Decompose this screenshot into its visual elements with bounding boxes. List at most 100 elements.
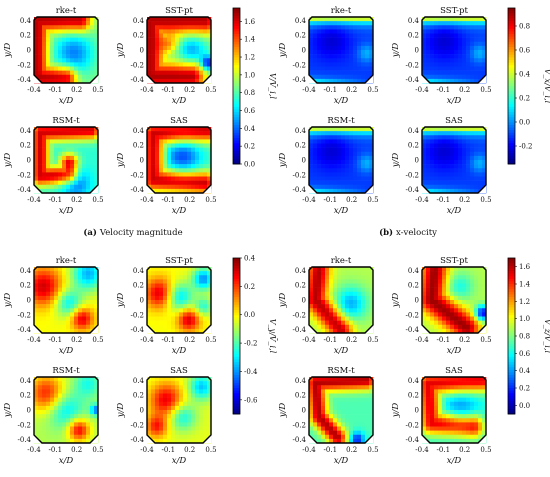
heat-cell	[357, 155, 362, 161]
heat-cell	[325, 291, 330, 297]
heat-cell	[329, 267, 334, 272]
heat-cell	[90, 127, 95, 132]
heat-cell	[203, 287, 208, 293]
heat-cell	[333, 389, 338, 394]
heat-cell	[345, 168, 350, 173]
heat-cell	[78, 172, 83, 177]
heat-cell	[167, 155, 172, 161]
heat-cell	[329, 316, 334, 321]
heat-cell	[454, 324, 459, 330]
heat-cell	[458, 267, 463, 272]
heat-cell	[430, 267, 435, 272]
heat-cell	[155, 308, 160, 313]
heat-cell	[78, 176, 83, 181]
heat-cell	[42, 180, 47, 186]
y-tick-label: -0.4	[131, 436, 145, 444]
heat-cell	[54, 418, 59, 423]
heat-cell	[159, 287, 164, 293]
heat-cell	[458, 188, 463, 194]
heat-cell	[147, 385, 152, 390]
heat-cell	[82, 58, 87, 63]
heat-cell	[482, 25, 487, 30]
heat-cell	[167, 430, 172, 436]
heat-cell	[458, 312, 463, 317]
heat-cell	[458, 316, 463, 321]
heat-cell	[70, 312, 75, 317]
heat-cell	[191, 160, 196, 165]
heat-cell	[365, 316, 370, 321]
heat-cell	[62, 312, 67, 317]
heat-cell	[175, 29, 180, 34]
colorbar-step	[508, 364, 515, 368]
heat-cell	[341, 422, 346, 427]
heat-cell	[203, 300, 208, 305]
heat-cell	[321, 295, 326, 301]
colorbar-step	[508, 91, 515, 95]
heat-cell	[58, 147, 63, 153]
heat-cell	[50, 58, 55, 63]
heat-cell	[309, 33, 314, 38]
heat-cell	[82, 172, 87, 177]
heat-cell	[450, 405, 455, 411]
heat-cell	[462, 78, 467, 84]
heat-cell	[187, 17, 192, 22]
heat-cell	[195, 287, 200, 293]
heat-cell	[78, 155, 83, 161]
heat-cell	[50, 164, 55, 169]
heat-cell	[313, 434, 318, 440]
heat-cell	[321, 139, 326, 144]
heat-cell	[46, 393, 51, 398]
heat-cell	[333, 434, 338, 440]
heat-cell	[191, 316, 196, 321]
heat-cell	[450, 54, 455, 59]
heat-cell	[434, 17, 439, 22]
heat-cell	[155, 58, 160, 63]
heat-cell	[462, 312, 467, 317]
heat-cell	[163, 434, 168, 440]
heat-cell	[175, 45, 180, 51]
panel-outline	[308, 266, 374, 334]
heat-cell	[90, 434, 95, 440]
heat-cell	[50, 143, 55, 148]
heat-cell	[175, 37, 180, 43]
heat-cell	[62, 430, 67, 436]
heat-cell	[478, 271, 483, 276]
heat-cell	[357, 295, 362, 301]
heat-cell	[90, 50, 95, 55]
colorbar-step	[233, 312, 240, 316]
colorbar-step	[233, 294, 240, 298]
heat-cell	[159, 389, 164, 394]
heat-cell	[46, 54, 51, 59]
heat-cell	[175, 430, 180, 436]
y-tick-label: -0.2	[18, 422, 32, 430]
heat-cell	[94, 279, 99, 284]
heat-cell	[183, 389, 188, 394]
heat-cell	[42, 410, 47, 415]
colorbar-step	[508, 65, 515, 69]
heat-cell	[353, 127, 358, 132]
heat-cell	[175, 397, 180, 403]
heat-cell	[337, 304, 342, 309]
heat-cell	[369, 377, 374, 382]
heat-cell	[474, 66, 479, 71]
heat-cell	[207, 25, 212, 30]
heat-cell	[167, 401, 172, 407]
heat-cell	[159, 291, 164, 297]
heat-cell	[313, 33, 318, 38]
heat-cell	[313, 139, 318, 144]
heat-cell	[151, 45, 156, 51]
heat-cell	[183, 271, 188, 276]
heat-cell	[147, 172, 152, 177]
heat-cell	[337, 25, 342, 30]
heat-cell	[90, 160, 95, 165]
heat-cell	[179, 29, 184, 34]
heat-cell	[82, 78, 87, 84]
heat-cell	[309, 271, 314, 276]
heat-cell	[82, 180, 87, 186]
heat-cell	[46, 188, 51, 194]
heat-cell	[321, 434, 326, 440]
heat-cell	[450, 312, 455, 317]
heat-cell	[78, 430, 83, 436]
heat-cell	[90, 151, 95, 157]
heat-cell	[179, 304, 184, 309]
